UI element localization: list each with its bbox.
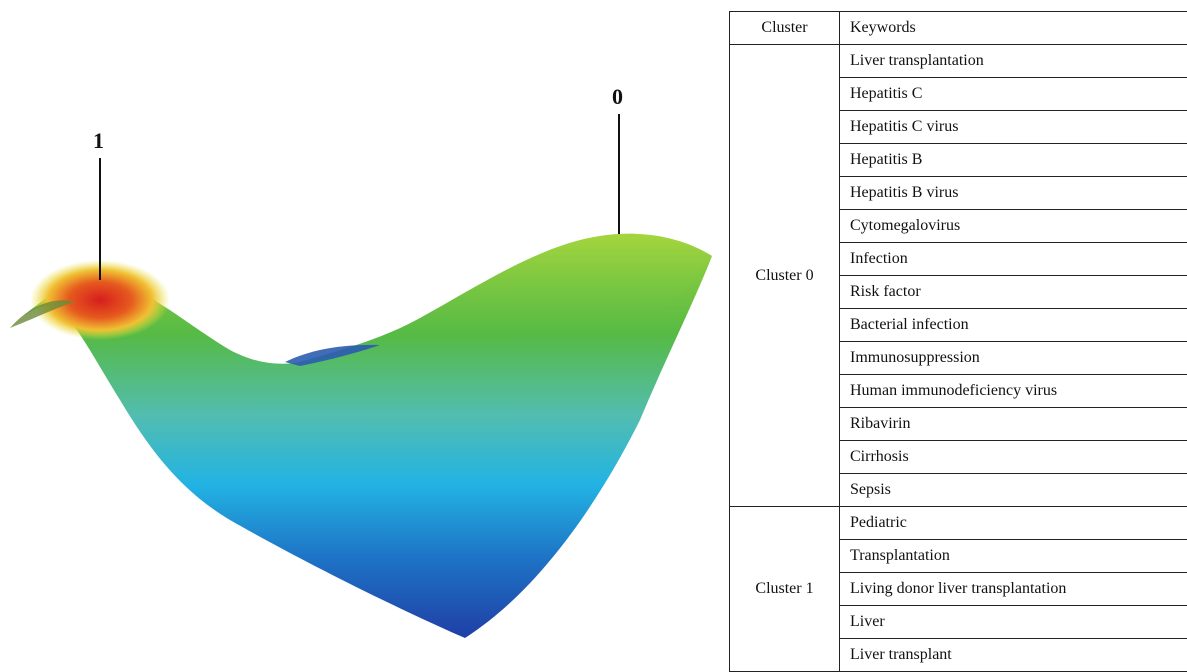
keyword-cell: Cytomegalovirus [840,210,1187,243]
keyword-cell: Hepatitis C virus [840,111,1187,144]
peak-label-1: 1 [93,128,104,154]
cluster-density-surface: 1 0 [0,0,720,662]
table-header-row: Cluster Keywords [730,12,1187,45]
header-cluster: Cluster [730,12,840,45]
keyword-cell: Hepatitis B [840,144,1187,177]
keyword-cell: Ribavirin [840,408,1187,441]
cluster-cell: Cluster 1 [730,507,840,672]
keyword-cell: Risk factor [840,276,1187,309]
keyword-cell: Sepsis [840,474,1187,507]
keyword-cell: Hepatitis B virus [840,177,1187,210]
keyword-cell: Infection [840,243,1187,276]
cluster-cell: Cluster 0 [730,45,840,507]
keyword-cell: Liver transplant [840,639,1187,672]
header-keywords: Keywords [840,12,1187,45]
keyword-cell: Human immunodeficiency virus [840,375,1187,408]
keyword-cell: Living donor liver transplantation [840,573,1187,606]
keyword-cell: Pediatric [840,507,1187,540]
peak-label-0: 0 [612,84,623,110]
keyword-cell: Hepatitis C [840,78,1187,111]
keyword-cell: Immunosuppression [840,342,1187,375]
keyword-cell: Bacterial infection [840,309,1187,342]
keyword-cell: Liver transplantation [840,45,1187,78]
keyword-cell: Cirrhosis [840,441,1187,474]
keyword-cell: Liver [840,606,1187,639]
keyword-cell: Transplantation [840,540,1187,573]
